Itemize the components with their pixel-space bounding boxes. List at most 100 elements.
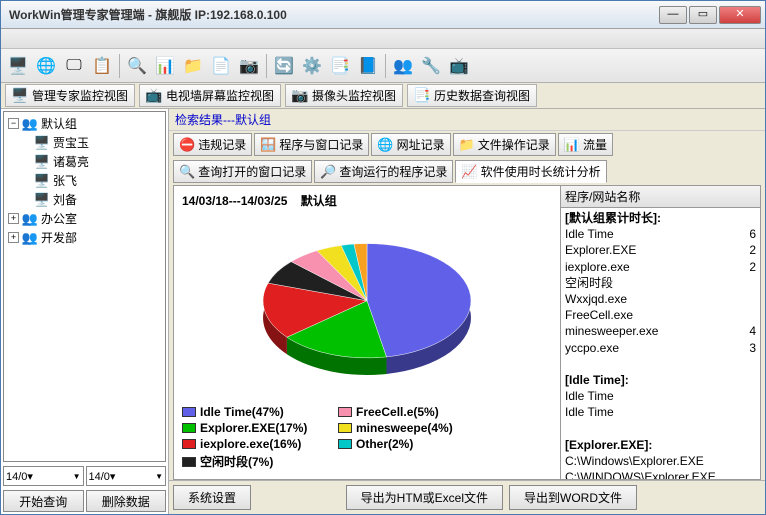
chart-column: 14/03/18---14/03/25 默认组 Idle Time(47%)Fr… (174, 186, 560, 479)
tab-icon: 📁 (459, 137, 475, 153)
chart-legend: Idle Time(47%) FreeCell.e(5%) Explorer.EXE… (178, 400, 556, 475)
record-tab[interactable]: 📊流量 (558, 133, 613, 156)
main-panel: 检索结果---默认组 ⛔违规记录🪟程序与窗口记录🌐网址记录📁文件操作记录📊流量 … (169, 109, 765, 514)
list-item[interactable]: minesweeper.exe4 (565, 323, 756, 339)
legend-item: FreeCell.e(5%) (338, 405, 478, 419)
toolbar-button-3[interactable]: 📋 (89, 53, 115, 79)
minimize-button[interactable]: — (659, 6, 687, 24)
view-tab-icon: 📺 (146, 88, 162, 104)
tree-icon: 🖥️ (34, 173, 50, 189)
view-tab-icon: 🖥️ (12, 88, 28, 104)
toolbar-button-11[interactable]: 📑 (327, 53, 353, 79)
app-window: WorkWin管理专家管理端 - 旗舰版 IP:192.168.0.100 — … (0, 0, 766, 515)
view-tab-icon: 📑 (414, 88, 430, 104)
record-tab[interactable]: 📁文件操作记录 (453, 133, 556, 156)
list-item[interactable]: C:\Windows\Explorer.EXE (565, 453, 756, 469)
export-word-button[interactable]: 导出到WORD文件 (509, 485, 637, 510)
list-item[interactable]: Idle Time (565, 404, 756, 420)
view-tab-0[interactable]: 🖥️管理专家监控视图 (5, 84, 135, 107)
list-item[interactable]: C:\WINDOWS\Explorer.EXE (565, 469, 756, 479)
list-item[interactable]: iexplore.exe2 (565, 259, 756, 275)
stats-list-header: 程序/网站名称 (561, 186, 760, 208)
tab-icon: ⛔ (179, 137, 195, 153)
list-item[interactable]: Explorer.EXE2 (565, 242, 756, 258)
toolbar-button-0[interactable]: 🖥️ (5, 53, 31, 79)
toolbar: 🖥️🌐🖵📋 🔍📊📁📄📷 🔄⚙️📑📘 👥🔧📺 (1, 49, 765, 83)
legend-item: iexplore.exe(16%) (182, 437, 322, 451)
tree-icon: 👥 (22, 116, 38, 132)
tree-sibling-0[interactable]: +👥办公室 (6, 209, 163, 228)
legend-item: Explorer.EXE(17%) (182, 421, 322, 435)
tab-icon: 🔍 (179, 164, 195, 180)
maximize-button[interactable]: ▭ (689, 6, 717, 24)
legend-item: Idle Time(47%) (182, 405, 322, 419)
toolbar-button-7[interactable]: 📄 (208, 53, 234, 79)
tree-icon: 🖥️ (34, 154, 50, 170)
record-tab[interactable]: 🔎查询运行的程序记录 (314, 160, 453, 183)
toolbar-button-14[interactable]: 🔧 (418, 53, 444, 79)
view-tab-1[interactable]: 📺电视墙屏幕监控视图 (139, 84, 281, 107)
date-from[interactable]: 14/0▾▼ (3, 466, 84, 486)
expand-icon[interactable]: − (8, 118, 19, 129)
record-tab[interactable]: 🌐网址记录 (371, 133, 450, 156)
query-button[interactable]: 开始查询 (3, 490, 84, 512)
list-group-header: [Explorer.EXE]: (565, 437, 756, 453)
sidebar-buttons: 开始查询 删除数据 (1, 488, 168, 514)
toolbar-button-1[interactable]: 🌐 (33, 53, 59, 79)
toolbar-button-4[interactable]: 🔍 (124, 53, 150, 79)
group-tree[interactable]: −👥默认组🖥️贾宝玉🖥️诸葛亮🖥️张飞🖥️刘备+👥办公室+👥开发部 (3, 111, 166, 462)
stats-list-body[interactable]: [默认组累计时长]:Idle Time6Explorer.EXE2iexplor… (561, 208, 760, 479)
tree-icon: 🖥️ (34, 135, 50, 151)
view-tabs: 🖥️管理专家监控视图📺电视墙屏幕监控视图📷摄像头监控视图📑历史数据查询视图 (1, 83, 765, 109)
delete-button[interactable]: 删除数据 (86, 490, 167, 512)
tree-child-2[interactable]: 🖥️张飞 (6, 171, 163, 190)
list-item[interactable]: Idle Time6 (565, 226, 756, 242)
date-to[interactable]: 14/0▾▼ (86, 466, 167, 486)
toolbar-button-10[interactable]: ⚙️ (299, 53, 325, 79)
list-item[interactable]: Idle Time (565, 388, 756, 404)
tree-child-3[interactable]: 🖥️刘备 (6, 190, 163, 209)
legend-item: Other(2%) (338, 437, 478, 451)
sidebar: −👥默认组🖥️贾宝玉🖥️诸葛亮🖥️张飞🖥️刘备+👥办公室+👥开发部 14/0▾▼… (1, 109, 169, 514)
window-controls: — ▭ ✕ (659, 6, 761, 24)
list-item[interactable]: Wxxjqd.exe (565, 291, 756, 307)
record-tabs-row1: ⛔违规记录🪟程序与窗口记录🌐网址记录📁文件操作记录📊流量 (169, 131, 765, 158)
toolbar-button-9[interactable]: 🔄 (271, 53, 297, 79)
tree-sibling-1[interactable]: +👥开发部 (6, 228, 163, 247)
export-excel-button[interactable]: 导出为HTM或Excel文件 (346, 485, 503, 510)
tree-icon: 🖥️ (34, 192, 50, 208)
close-button[interactable]: ✕ (719, 6, 761, 24)
record-tab[interactable]: 📈软件使用时长统计分析 (455, 160, 606, 183)
expand-icon[interactable]: + (8, 213, 19, 224)
tree-child-0[interactable]: 🖥️贾宝玉 (6, 133, 163, 152)
list-item[interactable]: FreeCell.exe (565, 307, 756, 323)
expand-icon[interactable]: + (8, 232, 19, 243)
view-tab-3[interactable]: 📑历史数据查询视图 (407, 84, 537, 107)
list-group-header: [默认组累计时长]: (565, 210, 756, 226)
view-tab-2[interactable]: 📷摄像头监控视图 (285, 84, 403, 107)
search-result-label: 检索结果---默认组 (169, 109, 765, 131)
record-tab[interactable]: ⛔违规记录 (173, 133, 252, 156)
record-tab[interactable]: 🪟程序与窗口记录 (254, 133, 369, 156)
menubar[interactable] (1, 29, 765, 49)
legend-item: minesweepe(4%) (338, 421, 478, 435)
list-item[interactable]: yccpo.exe3 (565, 340, 756, 356)
system-settings-button[interactable]: 系统设置 (173, 485, 251, 510)
toolbar-button-2[interactable]: 🖵 (61, 53, 87, 79)
date-range: 14/0▾▼ 14/0▾▼ (1, 464, 168, 488)
record-tab[interactable]: 🔍查询打开的窗口记录 (173, 160, 312, 183)
toolbar-button-15[interactable]: 📺 (446, 53, 472, 79)
tree-icon: 👥 (22, 211, 38, 227)
bottom-bar: 系统设置 导出为HTM或Excel文件 导出到WORD文件 (169, 480, 765, 514)
toolbar-button-13[interactable]: 👥 (390, 53, 416, 79)
window-title: WorkWin管理专家管理端 - 旗舰版 IP:192.168.0.100 (5, 6, 659, 23)
toolbar-button-6[interactable]: 📁 (180, 53, 206, 79)
tree-child-1[interactable]: 🖥️诸葛亮 (6, 152, 163, 171)
tree-root[interactable]: −👥默认组 (6, 114, 163, 133)
toolbar-button-8[interactable]: 📷 (236, 53, 262, 79)
toolbar-button-12[interactable]: 📘 (355, 53, 381, 79)
titlebar: WorkWin管理专家管理端 - 旗舰版 IP:192.168.0.100 — … (1, 1, 765, 29)
toolbar-button-5[interactable]: 📊 (152, 53, 178, 79)
list-item[interactable]: 空闲时段 (565, 275, 756, 291)
content-area: 14/03/18---14/03/25 默认组 Idle Time(47%)Fr… (173, 185, 761, 480)
